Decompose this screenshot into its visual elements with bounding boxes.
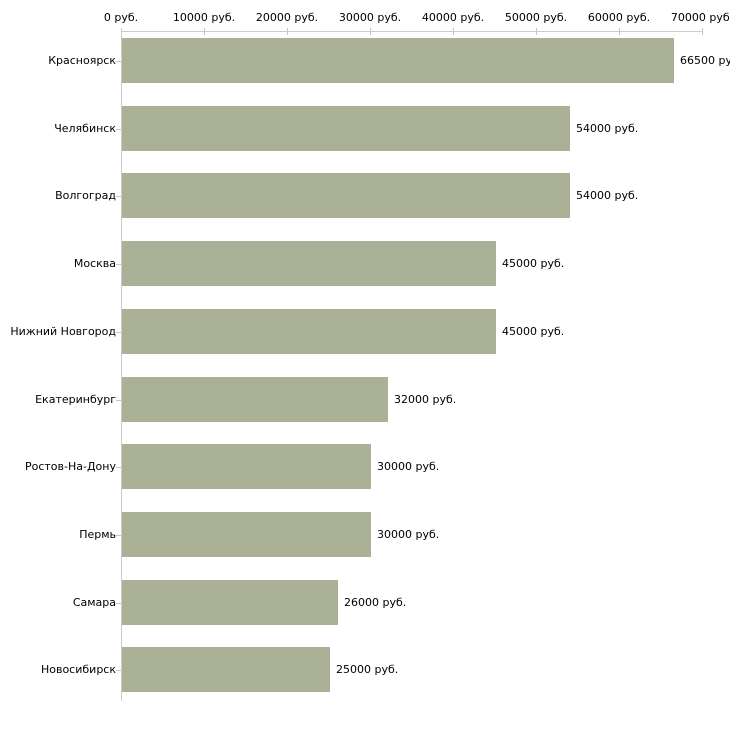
category-tick [116,61,121,62]
value-label: 30000 руб. [377,528,440,541]
category-label: Москва [73,257,116,270]
x-axis-line [121,31,703,32]
bar [122,444,371,489]
category-label: Челябинск [54,122,116,135]
bar [122,309,496,354]
category-tick [116,535,121,536]
x-axis-tick-label: 30000 руб. [338,11,402,24]
category-label: Ростов-На-Дону [24,460,116,473]
category-label: Нижний Новгород [10,325,116,338]
category-tick [116,196,121,197]
category-tick [116,603,121,604]
category-tick [116,670,121,671]
bar [122,106,570,151]
category-tick [116,332,121,333]
category-tick [116,400,121,401]
category-tick [116,264,121,265]
bar [122,377,388,422]
x-axis-tick-label: 10000 руб. [172,11,236,24]
value-label: 45000 руб. [502,257,565,270]
value-label: 45000 руб. [502,325,565,338]
x-axis-tick-label: 40000 руб. [421,11,485,24]
value-label: 26000 руб. [344,596,407,609]
x-axis-tick-label: 50000 руб. [504,11,568,24]
category-label: Новосибирск [40,663,116,676]
value-label: 30000 руб. [377,460,440,473]
bar [122,38,674,83]
value-label: 66500 руб. [680,54,730,67]
bar [122,173,570,218]
value-label: 32000 руб. [394,393,457,406]
x-axis-tick-label: 20000 руб. [255,11,319,24]
value-label: 54000 руб. [576,189,639,202]
category-tick [116,129,121,130]
x-axis-tick-label: 70000 руб. [670,11,730,24]
category-label: Красноярск [48,54,116,67]
bar [122,580,338,625]
value-label: 54000 руб. [576,122,639,135]
category-tick [116,467,121,468]
bar [122,512,371,557]
x-axis-tick-label: 60000 руб. [587,11,651,24]
category-label: Волгоград [55,189,116,202]
category-label: Самара [72,596,116,609]
category-label: Пермь [79,528,116,541]
bar [122,241,496,286]
bar [122,647,330,692]
value-label: 25000 руб. [336,663,399,676]
y-axis-line [121,28,122,701]
category-label: Екатеринбург [35,393,116,406]
x-axis-tick-label: 0 руб. [103,11,139,24]
